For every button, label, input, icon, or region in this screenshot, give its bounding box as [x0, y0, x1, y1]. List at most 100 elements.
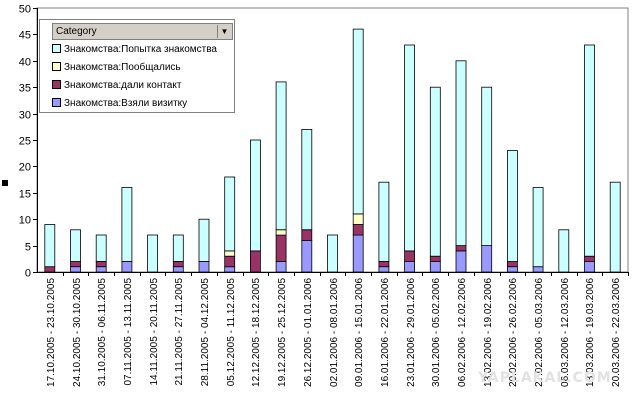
y-tick-label: 25	[19, 136, 31, 148]
legend-label: Знакомства:Попытка знакомства	[64, 44, 217, 55]
bar-segment-1	[224, 266, 236, 273]
x-tick-label: 23.01.2006 - 29.01.2006	[406, 278, 417, 387]
bar-segment-2	[455, 245, 467, 252]
bar-segment-1	[301, 239, 313, 273]
legend-category-dropdown[interactable]: Category ▼	[52, 23, 233, 40]
legend-title: Category	[56, 26, 97, 37]
bar-segment-4	[584, 44, 595, 257]
y-tick-label: 45	[19, 30, 31, 42]
y-tick-label: 10	[19, 215, 31, 227]
x-tick-label: 09.01.2006 - 15.01.2006	[354, 278, 365, 387]
legend-swatch	[52, 61, 61, 71]
bar-segment-1	[198, 260, 210, 273]
bar-segment-4	[558, 229, 570, 273]
bar-segment-3	[275, 229, 287, 236]
bar-segment-2	[429, 255, 441, 262]
legend-label: Знакомства:Взяли визитку	[64, 98, 188, 109]
x-tick-label: 07.11.2005 - 13.11.2005	[123, 278, 134, 386]
legend-label: Знакомства:Пообщались	[64, 62, 181, 73]
bar-segment-4	[95, 234, 107, 262]
bar-segment-1	[121, 260, 133, 273]
x-tick-label: 14.11.2005 - 20.11.2005	[149, 278, 160, 386]
bar-segment-1	[275, 260, 287, 273]
bar-segment-1	[352, 234, 364, 273]
x-tick-label: 31.10.2005 - 06.11.2005	[97, 278, 108, 387]
x-tick-label: 06.03.2006 - 12.03.2006	[560, 278, 571, 387]
bar-segment-1	[172, 266, 184, 273]
bar-segment-3	[224, 250, 236, 257]
legend-swatch	[52, 97, 61, 107]
bar-segment-1	[506, 266, 518, 273]
x-tick-label: 30.01.2006 - 05.02.2006	[431, 278, 442, 387]
bar-segment-2	[404, 250, 416, 262]
bar-segment-1	[378, 266, 390, 273]
x-tick-label: 17.10.2005 - 23.10.2005	[46, 278, 57, 387]
x-tick-label: 20.02.2006 - 26.02.2006	[508, 278, 519, 387]
legend-item: Знакомства:Пообщались	[52, 61, 232, 75]
y-tick-label: 0	[25, 268, 31, 280]
bar-segment-1	[95, 266, 107, 273]
legend-item: Знакомства:дали контакт	[52, 79, 232, 93]
bar-segment-1	[584, 260, 595, 273]
y-axis: 0 5 10 15 20 25 30 35 40 45 50	[19, 4, 38, 280]
axis-marker	[2, 180, 8, 186]
bar-segment-4	[147, 234, 159, 273]
bar-segment-4	[609, 181, 621, 273]
bar-segment-1	[70, 266, 81, 273]
bar-segment-4	[172, 234, 184, 262]
x-tick-label: 26.12.2005 - 01.01.2006	[303, 278, 314, 387]
y-tick-label: 15	[19, 189, 31, 201]
bar-segment-2	[172, 260, 184, 268]
bar-segment-4	[198, 218, 210, 262]
y-tick-label: 50	[19, 4, 31, 16]
bar-segment-4	[532, 187, 544, 268]
legend-item: Знакомства:Попытка знакомства	[52, 43, 232, 57]
bar-segment-2	[352, 224, 364, 236]
bar-segment-2	[301, 229, 313, 241]
bar-segment-4	[249, 139, 261, 252]
bar-segment-2	[506, 260, 518, 268]
y-tick-label: 40	[19, 57, 31, 69]
x-tick-label: 20.03.2006 - 22.03.2006	[611, 278, 622, 387]
bar-segment-4	[455, 60, 467, 247]
bars	[44, 28, 621, 273]
x-tick-label: 13.02.2006 - 19.02.2006	[483, 278, 494, 387]
bar-segment-1	[481, 245, 493, 273]
x-tick-label: 16.01.2006 - 22.01.2006	[380, 278, 391, 387]
x-tick-label: 19.12.2005 - 25.12.2005	[277, 278, 288, 387]
x-tick-label: 28.11.2005 - 04.12.2005	[200, 278, 211, 387]
bar-segment-4	[70, 229, 81, 262]
x-tick-label: 02.01.2006 - 08.01.2006	[329, 278, 340, 387]
x-tick-label: 21.11.2005 - 27.11.2005	[174, 278, 185, 386]
x-tick-label: 05.12.2005 - 11.12.2005	[226, 278, 237, 387]
bar-segment-4	[429, 86, 441, 257]
bar-segment-2	[378, 260, 390, 268]
bar-segment-3	[352, 213, 364, 225]
x-tick-label: 24.10.2005 - 30.10.2005	[72, 278, 83, 387]
x-tick-label: 27.02.2006 - 05.03.2006	[534, 278, 545, 387]
bar-segment-4	[352, 28, 364, 215]
bar-segment-1	[455, 250, 467, 273]
bar-segment-4	[224, 176, 236, 252]
bar-segment-2	[224, 255, 236, 268]
x-tick-label: 06.02.2006 - 12.02.2006	[457, 278, 468, 387]
bar-segment-4	[301, 128, 313, 231]
bar-segment-4	[44, 224, 56, 268]
legend-swatch	[52, 79, 61, 89]
bar-segment-4	[404, 44, 416, 252]
bar-segment-4	[481, 86, 493, 246]
y-tick-label: 30	[19, 110, 31, 122]
watermark: YAPLAKAL.COM	[478, 370, 612, 386]
legend-swatch	[52, 43, 61, 53]
bar-segment-4	[506, 150, 518, 262]
bar-segment-1	[429, 260, 441, 273]
bar-segment-2	[44, 266, 56, 273]
legend-item: Знакомства:Взяли визитку	[52, 97, 232, 111]
bar-segment-4	[327, 234, 338, 273]
bar-segment-4	[378, 181, 390, 262]
bar-segment-2	[275, 234, 287, 262]
x-tick-label: 12.12.2005 - 18.12.2005	[251, 278, 262, 387]
y-tick-label: 20	[19, 162, 31, 174]
chevron-down-icon[interactable]: ▼	[217, 25, 231, 38]
